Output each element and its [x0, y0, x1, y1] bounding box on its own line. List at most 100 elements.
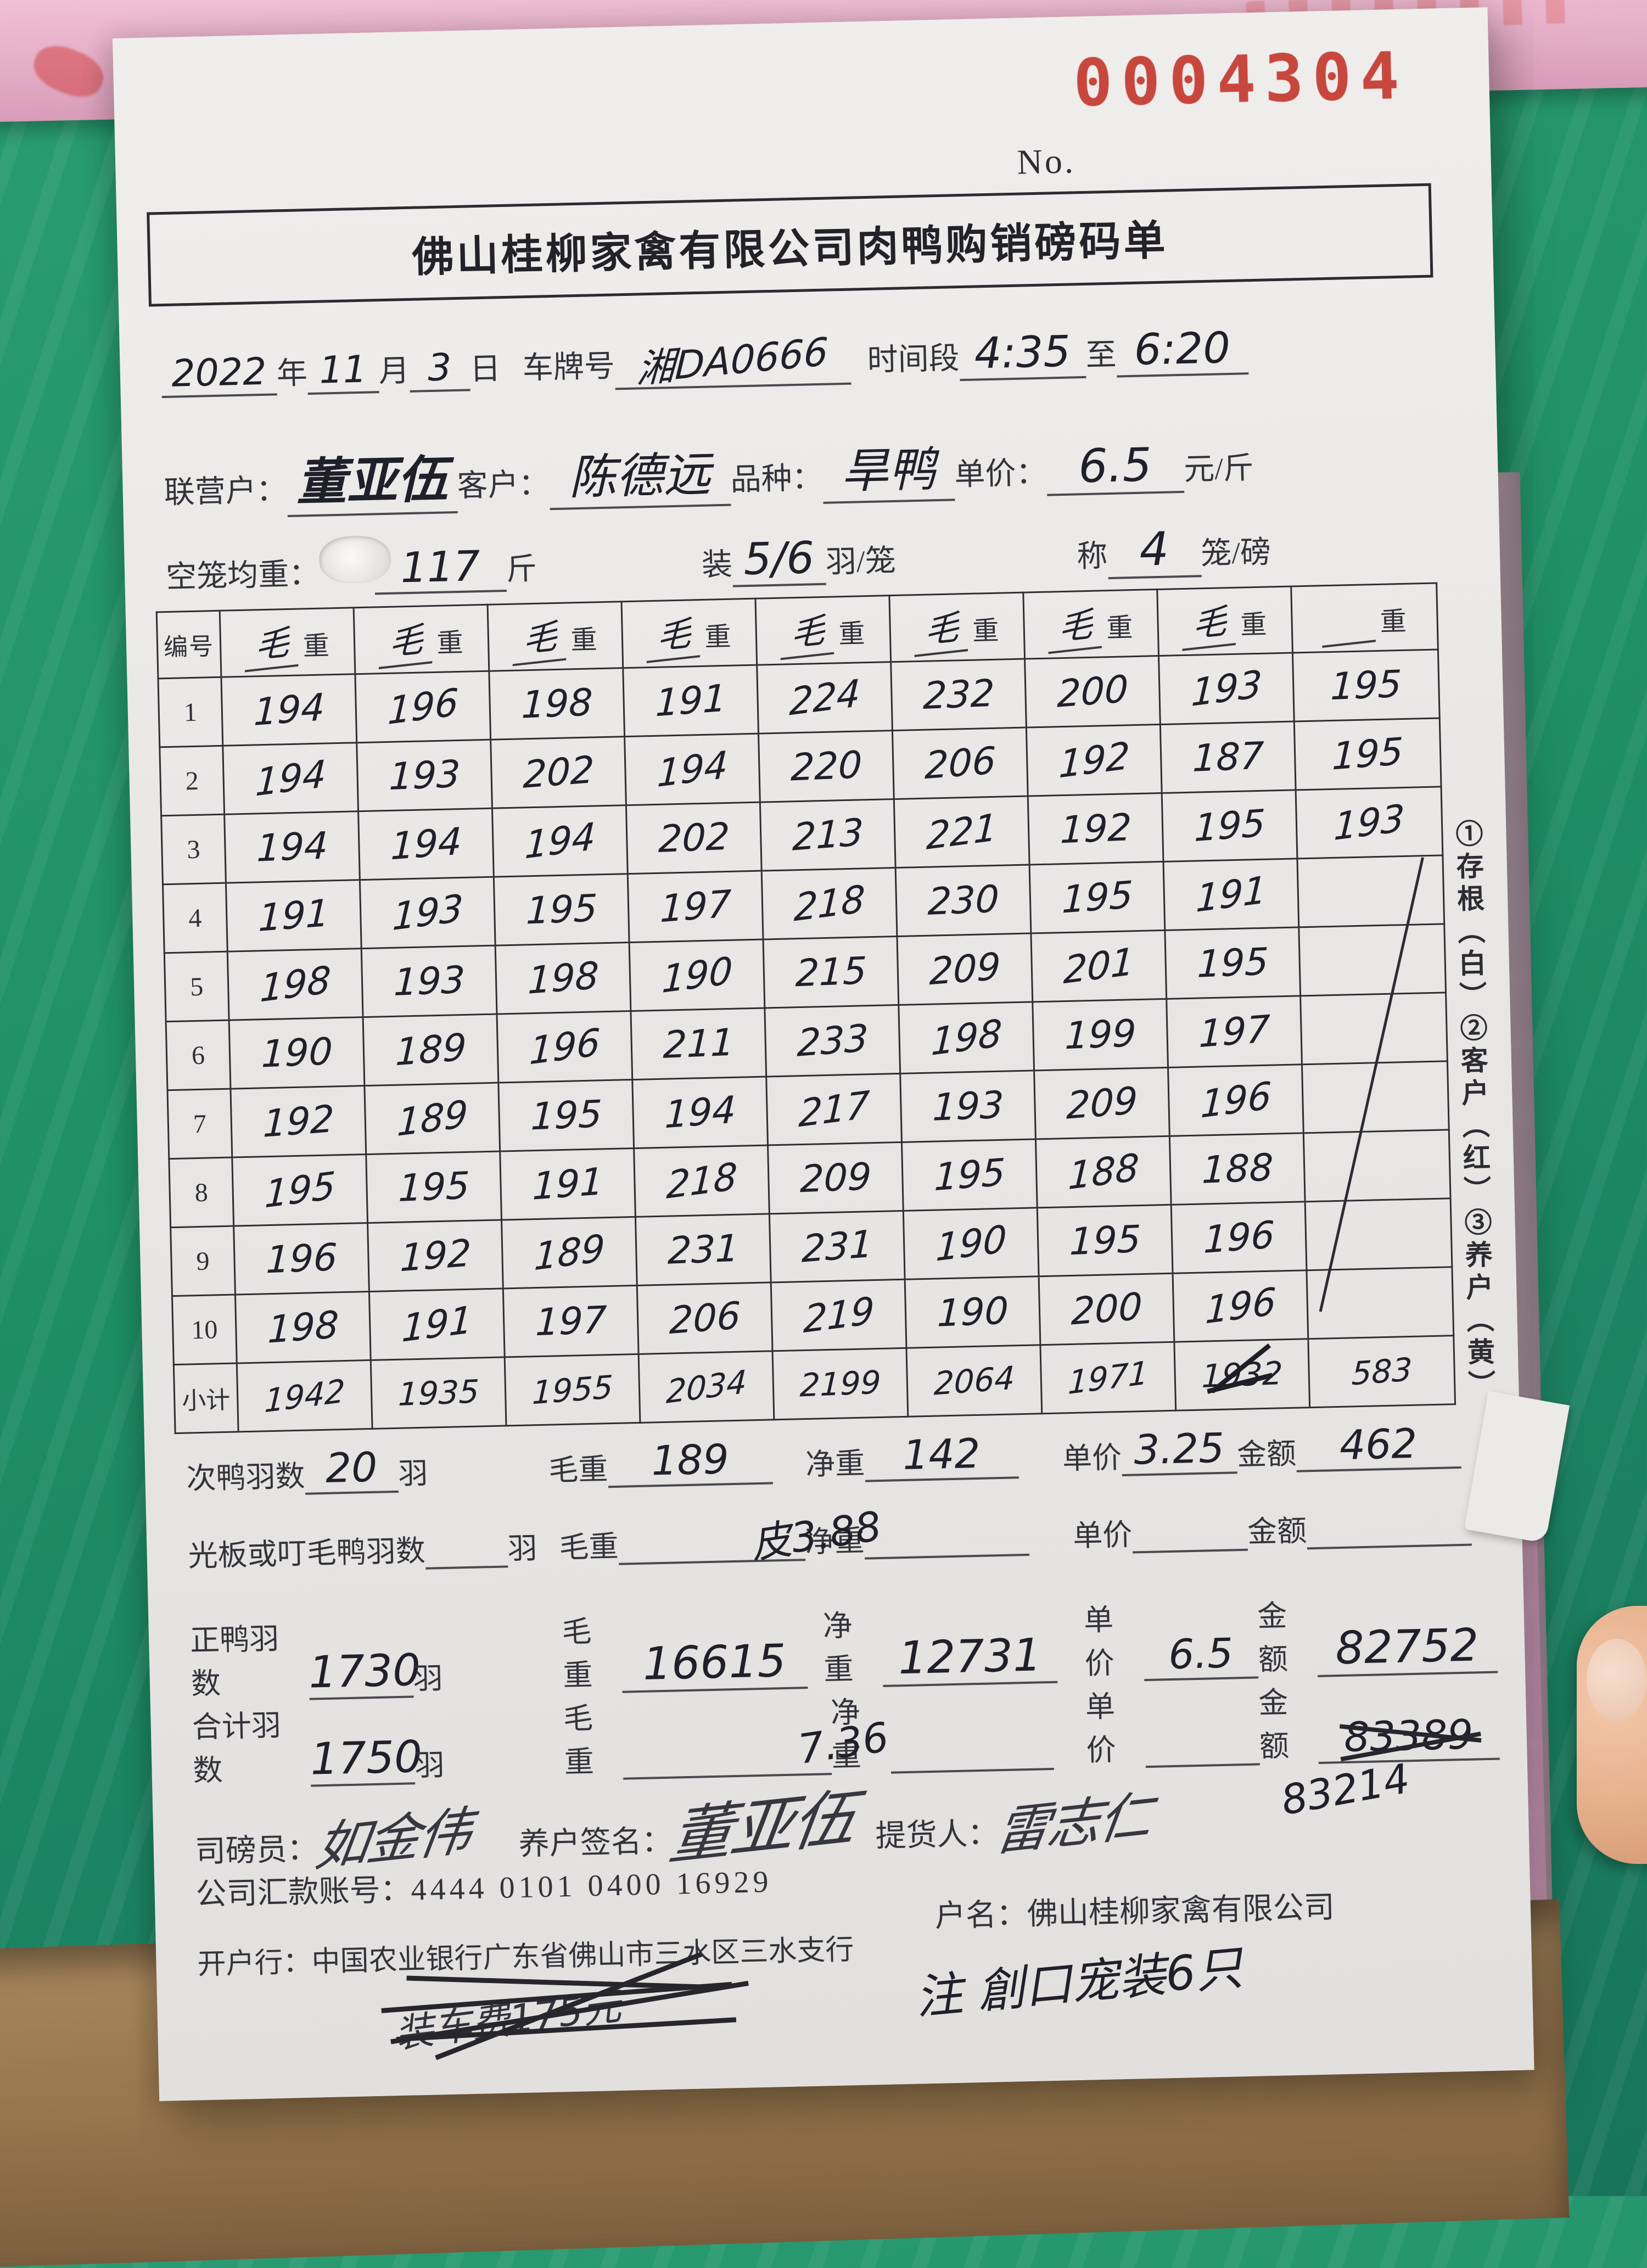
weight-cell: 1955 — [505, 1354, 640, 1426]
weight-header-cell: 毛重 — [755, 595, 891, 665]
weight-value: 191 — [654, 676, 727, 725]
count-value: 1750 — [310, 1731, 423, 1785]
weight-cell: 191 — [623, 665, 759, 737]
weight-cell: 200 — [1039, 1273, 1174, 1345]
weight-cell: 195 — [1292, 649, 1440, 721]
weight-value: 2034 — [665, 1363, 748, 1411]
partner-value: 董亚伍 — [295, 450, 449, 512]
weight-table-wrap: 编号 毛重毛重毛重毛重毛重毛重毛重毛重毛重 119419619819122423… — [156, 583, 1456, 1435]
weight-cell: 195 — [1037, 1205, 1173, 1276]
weight-value: 1942 — [263, 1371, 346, 1420]
weight-value: 198 — [526, 954, 600, 1003]
weight-cell: 206 — [892, 727, 1028, 799]
header-weight-label: 重 — [436, 628, 464, 658]
weight-value: 195 — [397, 1164, 470, 1211]
weight-cell: 1932 — [1174, 1339, 1310, 1411]
weight-table-body: 编号 毛重毛重毛重毛重毛重毛重毛重毛重毛重 119419619819122423… — [156, 583, 1455, 1433]
amount-value: 462 — [1339, 1420, 1418, 1469]
header-weight-label: 重 — [704, 622, 732, 652]
load-value: 5/6 — [743, 532, 815, 585]
weight-header-cell: 毛重 — [621, 598, 757, 668]
partner-label: 联营户： — [164, 473, 288, 511]
weight-value: 198 — [929, 1011, 1003, 1065]
weight-cell — [1300, 992, 1448, 1065]
weight-value: 193 — [1332, 796, 1406, 849]
weight-cell: 195 — [1029, 861, 1165, 933]
weight-value: 194 — [390, 819, 462, 869]
weigh-unit: 笼/磅 — [1200, 535, 1271, 572]
weight-cell: 218 — [634, 1145, 770, 1217]
time-from-value: 4:35 — [973, 327, 1071, 379]
weight-value: 190 — [934, 1217, 1007, 1270]
weight-cell: 196 — [1173, 1270, 1308, 1342]
row-label: 光板或叮毛鸭羽数 — [188, 1534, 426, 1573]
weight-cell: 583 — [1308, 1335, 1455, 1408]
weight-cell: 194 — [624, 733, 760, 805]
weight-value: 196 — [1202, 1213, 1275, 1262]
header-weight-label: 重 — [1240, 610, 1267, 640]
weight-value: 194 — [254, 752, 327, 805]
feather-unit: 羽 — [507, 1532, 538, 1566]
weight-value: 209 — [799, 1155, 872, 1201]
weight-value: 200 — [1056, 667, 1129, 716]
weight-cell: 197 — [1166, 995, 1302, 1068]
weight-cell: 195 — [498, 1079, 634, 1152]
price-unit-label: 元/斤 — [1183, 451, 1254, 487]
weight-header-cell: 毛重 — [1291, 583, 1438, 653]
weight-value: 209 — [1066, 1079, 1138, 1128]
weight-value: 191 — [531, 1160, 604, 1209]
weight-cell: 224 — [757, 662, 893, 734]
row-number: 10 — [172, 1295, 237, 1365]
weight-cell: 192 — [1028, 793, 1164, 865]
count-value: 20 — [325, 1443, 378, 1492]
plate-label: 车牌号 — [522, 349, 615, 386]
finger-tip — [1577, 1606, 1647, 1864]
weight-value: 1935 — [397, 1373, 480, 1414]
net-value: 142 — [902, 1430, 981, 1479]
weight-cell: 215 — [763, 936, 899, 1009]
weigh-value: 4 — [1139, 522, 1169, 576]
row-number: 1 — [158, 677, 223, 747]
amount-label: 金额 — [1247, 1514, 1307, 1549]
weight-value: 195 — [1331, 729, 1404, 779]
price-value: 3.25 — [1133, 1424, 1225, 1474]
weight-value: 199 — [1064, 1011, 1137, 1058]
weight-value: 206 — [668, 1293, 741, 1343]
weight-value: 231 — [800, 1222, 873, 1272]
row-number: 7 — [167, 1089, 232, 1159]
weight-value: 193 — [932, 1083, 1005, 1130]
weight-value: 217 — [797, 1083, 871, 1136]
weight-header-cell: 毛重 — [488, 601, 623, 671]
year-label: 年 — [276, 356, 308, 391]
weight-value: 198 — [259, 957, 332, 1011]
header-hw-char: 毛 — [781, 601, 836, 660]
weight-value: 194 — [664, 1088, 737, 1137]
weigh-label: 称 — [1076, 539, 1108, 574]
row-label: 合计羽数 — [192, 1709, 282, 1788]
weight-value: 192 — [1057, 733, 1131, 787]
corner-cell: 编号 — [156, 611, 221, 679]
weight-value: 195 — [1193, 801, 1266, 850]
weight-cell: 202 — [490, 736, 626, 809]
weight-value: 197 — [659, 882, 732, 931]
weight-cell: 211 — [630, 1008, 766, 1080]
weight-value: 193 — [393, 958, 466, 1005]
weight-cell: 197 — [628, 871, 764, 943]
weight-cell: 189 — [363, 1014, 498, 1086]
gross-value: 16615 — [642, 1634, 787, 1690]
weight-value: 194 — [656, 743, 729, 796]
month-value: 11 — [318, 348, 367, 393]
price-value: 6.5 — [1168, 1629, 1234, 1679]
weight-cell: 194 — [224, 811, 360, 883]
weight-cell: 195 — [1294, 718, 1442, 790]
weight-cell: 193 — [900, 1070, 1036, 1143]
row-number: 9 — [170, 1226, 236, 1296]
weight-value: 187 — [1191, 734, 1264, 781]
weight-cell: 194 — [358, 808, 494, 880]
day-label: 日 — [469, 352, 501, 387]
feather-unit: 羽 — [397, 1457, 429, 1491]
load-unit: 羽/笼 — [825, 544, 897, 580]
weight-value: 196 — [386, 680, 460, 733]
breed-value: 旱鸭 — [841, 442, 937, 500]
weight-cell: 219 — [771, 1279, 906, 1351]
